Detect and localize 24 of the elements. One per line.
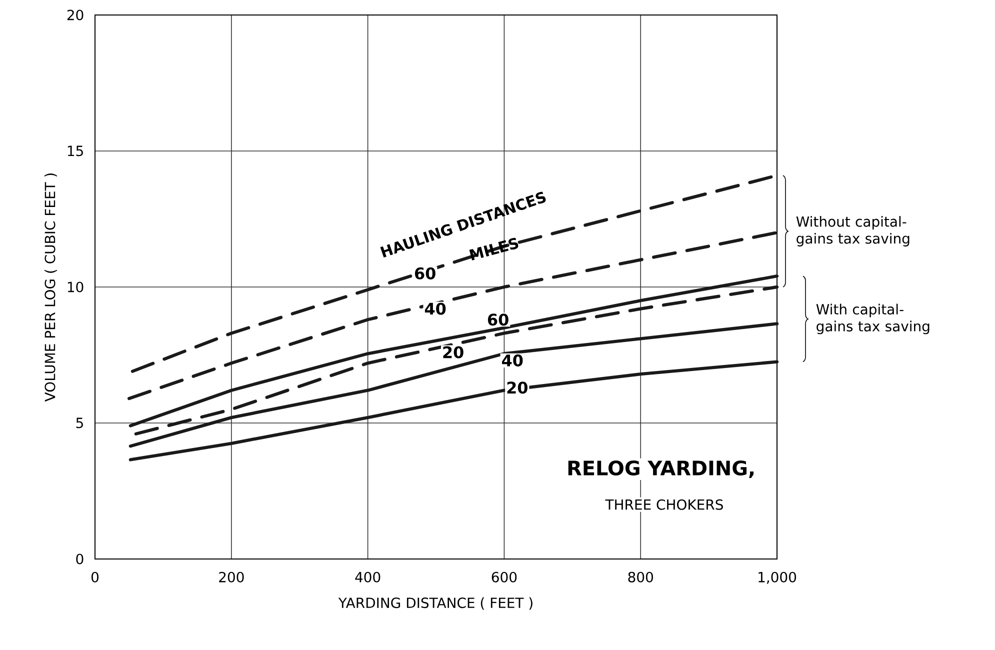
y-axis-title: VOLUME PER LOG ( CUBIC FEET ) [44, 173, 57, 402]
annotation: 40 [424, 302, 446, 315]
x-tick-label: 600 [492, 572, 517, 582]
annotation: 20 [507, 382, 528, 394]
y-tick-label: 15 [68, 146, 83, 156]
annotation: MILES [469, 238, 518, 260]
text: THREE CHOKERS [605, 499, 723, 510]
x-tick-label: 800 [628, 572, 653, 582]
x-tick-label: 0 [91, 572, 99, 582]
text: Without capital-gains tax saving [796, 216, 910, 246]
y-tick-label: 5 [76, 418, 83, 428]
annotation: 40 [502, 354, 523, 366]
annotation: 20 [443, 346, 464, 358]
x-tick-label: 400 [355, 572, 380, 582]
x-tick-label: 1,000 [758, 572, 796, 584]
annotation: 60 [488, 314, 508, 326]
y-tick-label: 0 [76, 554, 84, 564]
y-tick-label: 20 [67, 10, 84, 20]
text: RELOG YARDING, [568, 460, 754, 478]
y-tick-label: 10 [68, 282, 84, 292]
annotation: 60 [414, 267, 436, 280]
text: With capital-gains tax saving [816, 304, 930, 334]
x-tick-label: 200 [219, 572, 244, 582]
x-axis-title: YARDING DISTANCE ( FEET ) [338, 597, 532, 610]
